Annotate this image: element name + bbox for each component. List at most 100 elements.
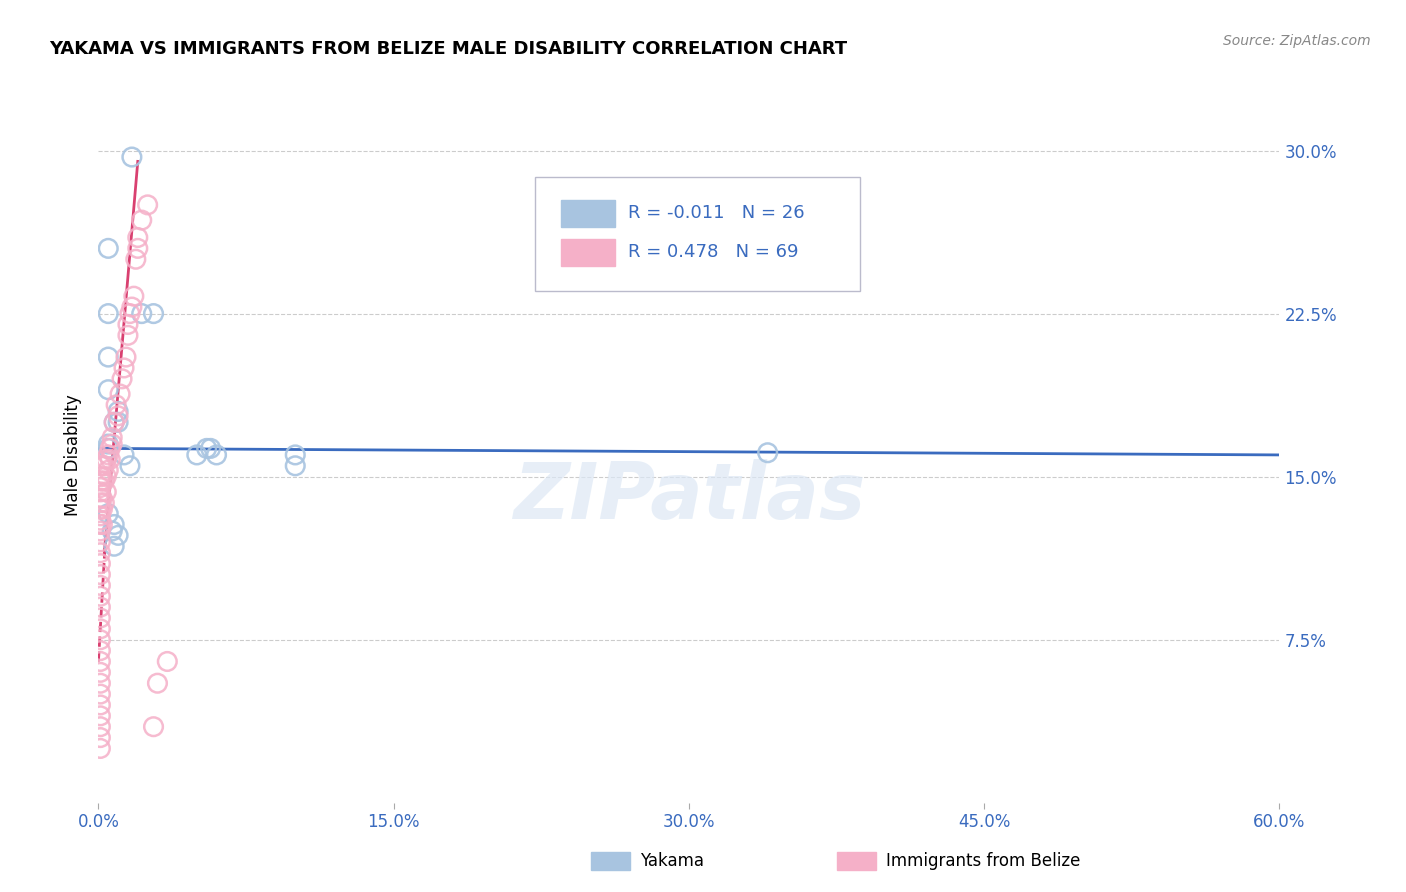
Point (89, 731, 111, 745)
Point (127, 230, 149, 244)
Point (89, 458, 111, 473)
Point (89, 469, 111, 483)
Point (117, 328, 139, 343)
Point (103, 517, 125, 532)
Point (115, 350, 138, 364)
Point (93, 496, 115, 510)
Point (89, 557, 111, 571)
Text: Immigrants from Belize: Immigrants from Belize (886, 852, 1080, 870)
Point (186, 448, 208, 462)
Point (111, 372, 134, 386)
Point (200, 442, 222, 456)
Point (89, 513, 111, 527)
Text: ZIPatlas: ZIPatlas (513, 458, 865, 534)
Point (101, 437, 124, 451)
Point (93, 474, 115, 488)
Point (89, 517, 111, 532)
Point (103, 415, 125, 429)
Point (103, 539, 125, 553)
Point (105, 398, 128, 412)
Point (89, 491, 111, 506)
Point (89, 484, 111, 499)
Point (89, 496, 111, 510)
Point (195, 442, 218, 456)
Point (98, 442, 121, 456)
Point (91, 517, 114, 532)
Point (91, 458, 114, 473)
Point (107, 528, 129, 542)
Point (89, 676, 111, 690)
Point (97, 448, 120, 462)
Y-axis label: Male Disability: Male Disability (65, 394, 83, 516)
Text: R = 0.478   N = 69: R = 0.478 N = 69 (627, 244, 799, 261)
Point (91, 491, 114, 506)
Point (117, 318, 139, 332)
Point (96, 469, 118, 483)
Point (98, 452, 121, 467)
Point (89, 589, 111, 603)
Point (112, 448, 135, 462)
Point (97, 437, 120, 451)
Point (121, 150, 143, 164)
Point (101, 431, 124, 445)
Point (89, 643, 111, 657)
Text: YAKAMA VS IMMIGRANTS FROM BELIZE MALE DISABILITY CORRELATION CHART: YAKAMA VS IMMIGRANTS FROM BELIZE MALE DI… (49, 40, 848, 58)
Point (89, 481, 111, 495)
Point (97, 307, 120, 321)
Point (91, 474, 114, 488)
Point (89, 622, 111, 636)
Point (89, 687, 111, 701)
Point (205, 448, 228, 462)
Point (97, 383, 120, 397)
Point (107, 409, 129, 423)
Point (89, 708, 111, 723)
Point (142, 720, 165, 734)
Point (125, 252, 148, 267)
Point (89, 546, 111, 560)
Point (107, 415, 129, 429)
Point (89, 524, 111, 538)
Point (112, 360, 135, 375)
Point (156, 655, 179, 669)
Point (96, 452, 118, 467)
Point (131, 213, 153, 227)
Point (107, 404, 129, 418)
Point (97, 442, 120, 456)
Point (97, 507, 120, 521)
FancyBboxPatch shape (561, 201, 614, 227)
Point (142, 307, 165, 321)
Point (89, 474, 111, 488)
Point (131, 307, 153, 321)
Point (96, 484, 118, 499)
Point (89, 567, 111, 582)
Point (97, 241, 120, 255)
Point (89, 611, 111, 625)
Point (89, 665, 111, 680)
Text: Source: ZipAtlas.com: Source: ZipAtlas.com (1223, 34, 1371, 48)
Point (101, 524, 124, 538)
Text: R = -0.011   N = 26: R = -0.011 N = 26 (627, 204, 804, 222)
Point (118, 458, 141, 473)
Point (97, 350, 120, 364)
Point (89, 578, 111, 592)
Point (89, 720, 111, 734)
Point (89, 632, 111, 647)
Point (284, 458, 307, 473)
Point (756, 446, 779, 460)
Point (146, 676, 169, 690)
Point (91, 502, 114, 516)
Point (136, 198, 159, 212)
Point (89, 535, 111, 549)
Point (284, 448, 307, 462)
Point (108, 387, 131, 401)
Point (127, 241, 149, 255)
Point (89, 655, 111, 669)
FancyBboxPatch shape (536, 177, 860, 292)
Text: Yakama: Yakama (640, 852, 704, 870)
Point (93, 458, 115, 473)
Point (89, 741, 111, 756)
Point (89, 508, 111, 523)
Point (89, 600, 111, 615)
FancyBboxPatch shape (561, 239, 614, 266)
Point (97, 463, 120, 477)
